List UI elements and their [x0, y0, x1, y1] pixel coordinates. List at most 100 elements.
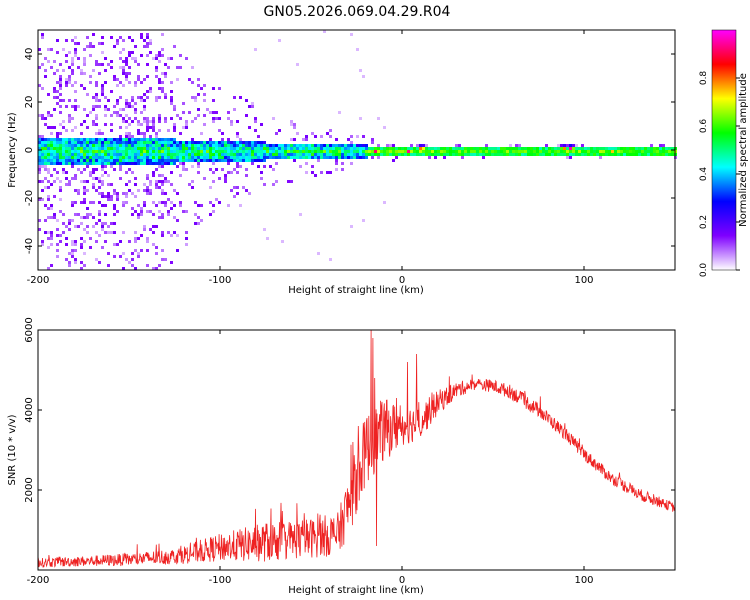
heatmap-cell	[86, 153, 89, 156]
heatmap-cell	[158, 180, 161, 183]
heatmap-cell	[227, 147, 230, 150]
heatmap-cell	[83, 156, 86, 159]
heatmap-cell	[197, 159, 200, 162]
heatmap-cell	[119, 51, 122, 54]
heatmap-cell	[293, 144, 296, 147]
heatmap-cell	[287, 180, 290, 183]
heatmap-cell	[71, 162, 74, 165]
heatmap-cell	[290, 144, 293, 147]
heatmap-cell	[143, 132, 146, 135]
heatmap-cell	[41, 150, 44, 153]
heatmap-cell	[161, 213, 164, 216]
heatmap-cell	[143, 162, 146, 165]
heatmap-cell	[431, 153, 434, 156]
heatmap-cell	[161, 180, 164, 183]
heatmap-cell	[59, 84, 62, 87]
heatmap-cell	[380, 153, 383, 156]
heatmap-cell	[560, 147, 563, 150]
heatmap-cell	[128, 81, 131, 84]
heatmap-cell	[173, 108, 176, 111]
heatmap-cell	[125, 156, 128, 159]
heatmap-cell	[83, 57, 86, 60]
heatmap-cell	[44, 159, 47, 162]
heatmap-cell	[212, 111, 215, 114]
heatmap-cell	[338, 153, 341, 156]
heatmap-cell	[650, 153, 653, 156]
heatmap-cell	[176, 165, 179, 168]
heatmap-cell	[59, 123, 62, 126]
heatmap-cell	[74, 42, 77, 45]
heatmap-cell	[392, 144, 395, 147]
heatmap-cell	[86, 147, 89, 150]
heatmap-cell	[131, 264, 134, 267]
heatmap-cell	[113, 255, 116, 258]
heatmap-cell	[158, 186, 161, 189]
heatmap-cell	[191, 153, 194, 156]
heatmap-cell	[251, 141, 254, 144]
heatmap-cell	[128, 132, 131, 135]
heatmap-cell	[245, 153, 248, 156]
heatmap-cell	[59, 87, 62, 90]
heatmap-cell	[170, 57, 173, 60]
heatmap-cell	[38, 150, 41, 153]
heatmap-cell	[89, 144, 92, 147]
heatmap-cell	[542, 153, 545, 156]
heatmap-cell	[275, 162, 278, 165]
heatmap-cell	[38, 171, 41, 174]
heatmap-cell	[167, 138, 170, 141]
heatmap-cell	[146, 126, 149, 129]
heatmap-cell	[251, 144, 254, 147]
heatmap-cell	[407, 150, 410, 153]
heatmap-cell	[257, 144, 260, 147]
heatmap-cell	[164, 162, 167, 165]
heatmap-cell	[56, 81, 59, 84]
heatmap-cell	[317, 144, 320, 147]
heatmap-cell	[125, 171, 128, 174]
heatmap-cell	[71, 150, 74, 153]
heatmap-cell	[224, 156, 227, 159]
heatmap-cell	[44, 150, 47, 153]
heatmap-cell	[230, 144, 233, 147]
heatmap-cell	[86, 162, 89, 165]
heatmap-cell	[71, 39, 74, 42]
heatmap-cell	[86, 225, 89, 228]
heatmap-cell	[455, 153, 458, 156]
heatmap-cell	[242, 150, 245, 153]
heatmap-cell	[152, 162, 155, 165]
heatmap-cell	[143, 144, 146, 147]
heatmap-cell	[113, 162, 116, 165]
heatmap-cell	[209, 213, 212, 216]
heatmap-cell	[164, 192, 167, 195]
heatmap-cell	[80, 144, 83, 147]
heatmap-cell	[290, 150, 293, 153]
heatmap-cell	[53, 150, 56, 153]
heatmap-cell	[512, 147, 515, 150]
heatmap-cell	[185, 237, 188, 240]
heatmap-cell	[299, 165, 302, 168]
heatmap-cell	[503, 153, 506, 156]
heatmap-cell	[104, 213, 107, 216]
heatmap-cell	[203, 84, 206, 87]
heatmap-cell	[65, 153, 68, 156]
heatmap-cell	[638, 147, 641, 150]
heatmap-cell	[281, 147, 284, 150]
heatmap-cell	[149, 210, 152, 213]
heatmap-cell	[131, 99, 134, 102]
heatmap-cell	[80, 246, 83, 249]
heatmap-cell	[149, 39, 152, 42]
heatmap-cell	[455, 144, 458, 147]
heatmap-cell	[146, 156, 149, 159]
heatmap-cell	[179, 204, 182, 207]
heatmap-cell	[95, 93, 98, 96]
heatmap-cell	[122, 60, 125, 63]
heatmap-cell	[362, 150, 365, 153]
heatmap-cell	[659, 147, 662, 150]
heatmap-cell	[86, 114, 89, 117]
heatmap-cell	[329, 150, 332, 153]
heatmap-cell	[146, 129, 149, 132]
heatmap-cell	[668, 153, 671, 156]
heatmap-cell	[179, 141, 182, 144]
heatmap-cell	[140, 213, 143, 216]
heatmap-cell	[146, 249, 149, 252]
heatmap-cell	[296, 150, 299, 153]
